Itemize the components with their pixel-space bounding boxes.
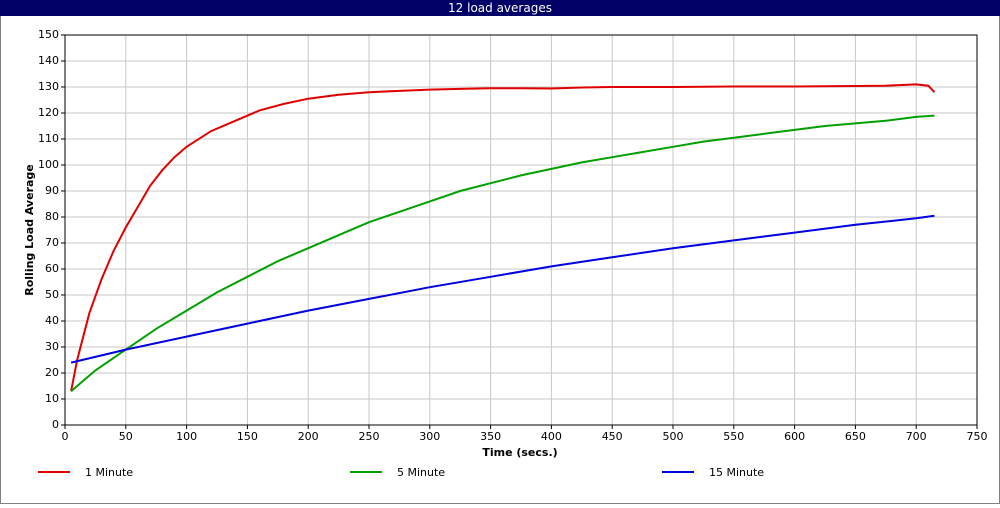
plot-border [64, 34, 978, 426]
series-line [70, 83, 936, 392]
y-tick-label: 150 [38, 28, 59, 41]
x-tick-label: 300 [419, 430, 440, 443]
legend-label: 15 Minute [709, 466, 764, 479]
series-line [70, 114, 935, 392]
chart-title: 12 load averages [448, 1, 552, 15]
x-tick-label: 50 [119, 430, 133, 443]
y-tick-label: 20 [45, 366, 59, 379]
x-tick-label: 100 [176, 430, 197, 443]
x-tick-label: 750 [967, 430, 988, 443]
x-tick-label: 550 [723, 430, 744, 443]
y-tick-label: 120 [38, 106, 59, 119]
y-tick-label: 110 [38, 132, 59, 145]
y-tick-label: 30 [45, 340, 59, 353]
y-tick-label: 80 [45, 210, 59, 223]
x-tick-label: 200 [298, 430, 319, 443]
x-tick-label: 400 [541, 430, 562, 443]
y-tick-label: 40 [45, 314, 59, 327]
x-tick-label: 0 [62, 430, 69, 443]
series-line [70, 214, 935, 364]
y-tick-label: 60 [45, 262, 59, 275]
x-tick-label: 700 [906, 430, 927, 443]
x-tick-label: 150 [237, 430, 258, 443]
y-tick-label: 0 [52, 418, 59, 431]
y-tick-label: 100 [38, 158, 59, 171]
y-tick-label: 140 [38, 54, 59, 67]
y-tick-label: 50 [45, 288, 59, 301]
x-tick-label: 450 [602, 430, 623, 443]
x-axis-label: Time (secs.) [482, 446, 557, 459]
x-tick-label: 500 [663, 430, 684, 443]
legend-label: 1 Minute [85, 466, 133, 479]
y-tick-label: 130 [38, 80, 59, 93]
x-tick-label: 250 [359, 430, 380, 443]
y-axis-label: Rolling Load Average [23, 164, 36, 296]
legend-label: 5 Minute [397, 466, 445, 479]
x-tick-label: 650 [845, 430, 866, 443]
title-bar [0, 0, 1000, 16]
x-tick-label: 350 [480, 430, 501, 443]
y-tick-label: 70 [45, 236, 59, 249]
y-tick-label: 90 [45, 184, 59, 197]
y-tick-label: 10 [45, 392, 59, 405]
x-tick-label: 600 [784, 430, 805, 443]
